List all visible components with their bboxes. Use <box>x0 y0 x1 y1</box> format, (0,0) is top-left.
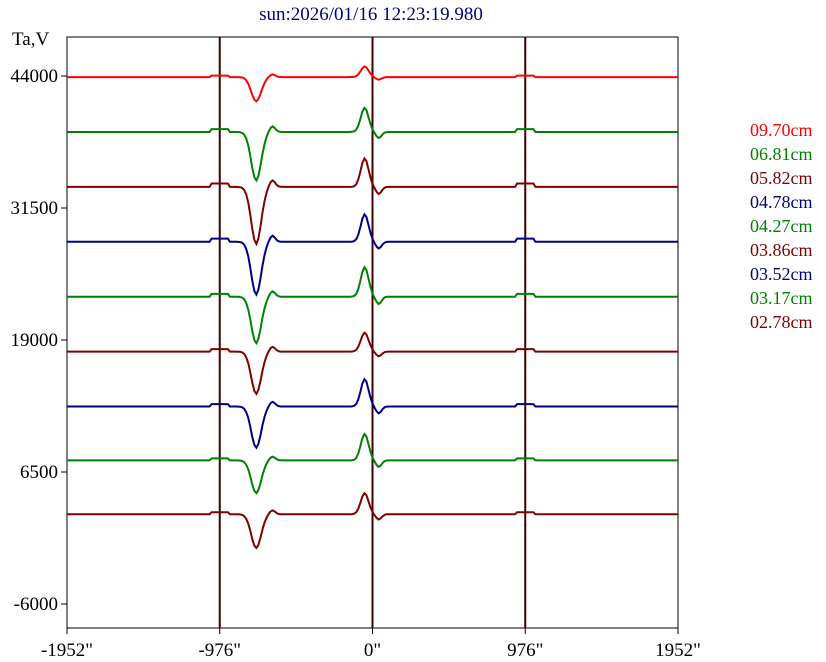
series-line-04.78cm <box>67 212 678 297</box>
legend-entry-03.86cm: 03.86cm <box>750 240 813 260</box>
vertical-markers <box>218 37 527 628</box>
chart-title: sun:2026/01/16 12:23:19.980 <box>259 4 483 25</box>
legend-entry-05.82cm: 05.82cm <box>750 168 813 188</box>
series-line-05.82cm <box>67 156 678 247</box>
y-tick-label-1: 31500 <box>11 198 59 219</box>
x-tick-label-3: 976" <box>507 640 543 661</box>
series-lines <box>67 65 678 550</box>
legend-entry-04.27cm: 04.27cm <box>750 216 813 236</box>
series-line-06.81cm <box>67 106 678 183</box>
y-tick-label-3: 6500 <box>20 462 58 483</box>
x-axis-ticks: -1952" -976" 0" 976" 1952" <box>41 628 701 661</box>
legend-entry-04.78cm: 04.78cm <box>750 192 813 212</box>
legend-entry-06.81cm: 06.81cm <box>750 144 813 164</box>
series-line-03.17cm <box>67 432 678 495</box>
series-line-03.86cm <box>67 331 678 396</box>
y-axis-ticks: 44000 31500 19000 6500 -6000 <box>11 66 67 615</box>
y-tick-label-0: 44000 <box>11 66 59 87</box>
legend: 09.70cm 06.81cm 05.82cm 04.78cm 04.27cm 03.86… <box>750 120 813 332</box>
legend-entry-03.52cm: 03.52cm <box>750 264 813 284</box>
x-tick-label-2: 0" <box>364 640 381 661</box>
y-axis-label: Ta,V <box>12 29 49 50</box>
x-tick-label-0: -1952" <box>41 640 93 661</box>
x-tick-label-4: 1952" <box>655 640 701 661</box>
legend-entry-03.17cm: 03.17cm <box>750 288 813 308</box>
y-tick-label-4: -6000 <box>14 594 58 615</box>
legend-entry-02.78cm: 02.78cm <box>750 312 813 332</box>
y-tick-label-2: 19000 <box>11 330 59 351</box>
series-line-04.27cm <box>67 265 678 346</box>
series-line-02.78cm <box>67 491 678 550</box>
legend-entry-09.70cm: 09.70cm <box>750 120 813 140</box>
series-line-03.52cm <box>67 377 678 450</box>
series-line-09.70cm <box>67 65 678 103</box>
x-tick-label-1: -976" <box>198 640 241 661</box>
